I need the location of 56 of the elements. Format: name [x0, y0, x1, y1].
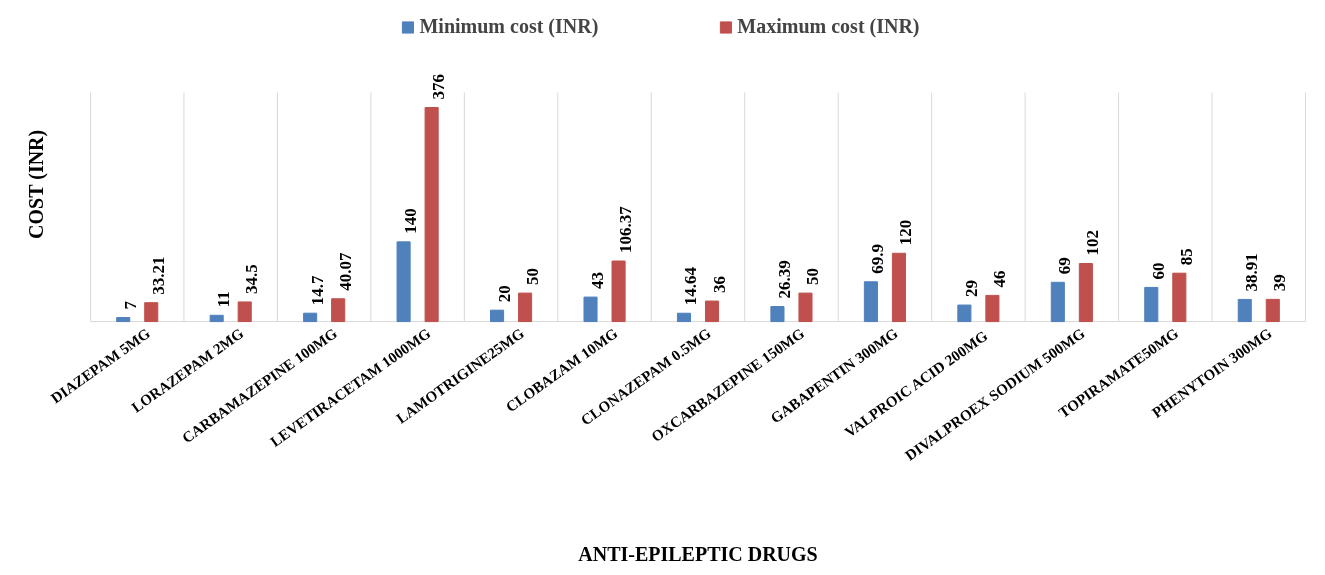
- data-label: 69.9: [868, 244, 888, 274]
- bar: [144, 302, 159, 323]
- data-label: 106.37: [616, 205, 636, 254]
- data-label: 33.21: [148, 256, 168, 295]
- bar: [676, 312, 692, 323]
- bar: [1172, 272, 1187, 323]
- bar: [396, 241, 411, 323]
- data-label: 85: [1176, 248, 1196, 266]
- data-label: 36: [709, 276, 729, 294]
- bar: [331, 298, 346, 323]
- data-label: 20: [494, 285, 514, 303]
- data-label: 43: [588, 272, 608, 290]
- data-label: 120: [896, 219, 916, 246]
- bar: [611, 260, 626, 323]
- data-label: 14.7: [307, 274, 327, 306]
- bar: [1237, 298, 1252, 323]
- bar: [424, 107, 439, 323]
- bar: [1050, 281, 1065, 323]
- x-axis-title: ANTI-EPILEPTIC DRUGS: [578, 542, 818, 565]
- bar: [798, 292, 813, 323]
- bar: [985, 294, 1000, 323]
- bar: [116, 317, 131, 323]
- data-label: 60: [1148, 262, 1168, 280]
- data-label: 29: [961, 280, 981, 298]
- data-label: 50: [522, 268, 542, 286]
- data-label: 7: [120, 300, 140, 310]
- bar: [891, 252, 906, 323]
- data-label: 39: [1270, 274, 1290, 292]
- bar: [863, 281, 878, 323]
- legend-label: Minimum cost (INR): [419, 15, 599, 38]
- bar: [303, 312, 318, 323]
- data-label: 40.07: [335, 252, 355, 291]
- bar: [704, 300, 720, 323]
- data-label: 14.64: [681, 266, 701, 306]
- bar: [1265, 298, 1280, 323]
- bar: [209, 314, 224, 323]
- y-axis-title: COST (INR): [24, 129, 48, 239]
- data-label: 140: [401, 208, 421, 234]
- bar: [518, 292, 533, 323]
- data-label: 38.91: [1242, 253, 1262, 292]
- bar: [490, 309, 505, 323]
- bar: [1078, 263, 1093, 323]
- data-label: 11: [214, 291, 234, 308]
- bar: [957, 304, 972, 323]
- data-label: 26.39: [774, 260, 794, 299]
- data-label: 376: [429, 74, 449, 100]
- data-label: 69: [1055, 257, 1075, 275]
- bar: [237, 301, 252, 323]
- bar: [770, 306, 785, 323]
- bar: [583, 296, 598, 323]
- legend-label: Maximum cost (INR): [737, 15, 920, 38]
- data-label: 102: [1083, 230, 1103, 256]
- bar: [1144, 286, 1159, 323]
- data-label: 46: [989, 270, 1009, 288]
- data-label: 50: [802, 268, 822, 286]
- data-label: 34.5: [242, 264, 262, 294]
